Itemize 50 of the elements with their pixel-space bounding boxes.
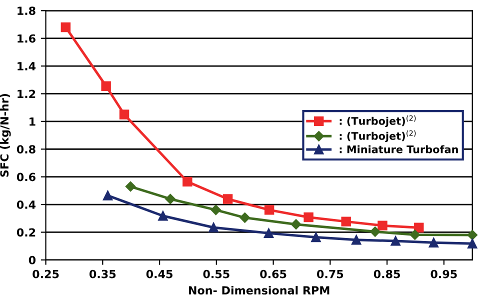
y-axis-title: SFC (kg/N-hr): [0, 94, 11, 177]
point: [60, 22, 71, 32]
point: [101, 81, 111, 91]
point: [390, 236, 400, 246]
point: [311, 232, 321, 242]
point: [428, 238, 439, 248]
x-tick-label: 0.65: [260, 270, 286, 278]
point: [264, 205, 274, 215]
point: [414, 222, 424, 233]
y-tick-label: 0.4: [16, 200, 36, 209]
legend-label: : Miniature Turbofan: [340, 145, 458, 154]
point: [304, 212, 314, 222]
point: [370, 226, 380, 237]
point: [341, 216, 351, 226]
point: [468, 238, 478, 248]
point: [222, 194, 233, 204]
point: [240, 212, 250, 223]
y-tick-label: 0.2: [16, 228, 36, 237]
point: [165, 194, 176, 204]
point: [210, 204, 221, 216]
x-tick-label: 0.45: [146, 270, 172, 278]
y-tick-label: 0.8: [16, 145, 36, 154]
y-tick-label: 1.6: [18, 34, 36, 43]
point: [290, 219, 302, 230]
x-tick-label: 0.75: [316, 270, 344, 278]
point: [119, 110, 130, 120]
point: [158, 211, 168, 221]
point: [378, 220, 388, 230]
point: [264, 228, 274, 238]
point: [410, 230, 420, 240]
legend-label: : (Turbojet)$^{(2)}$: [340, 115, 416, 128]
point: [102, 190, 113, 200]
x-tick-label: 0.85: [374, 270, 400, 278]
y-tick-label: 0: [28, 256, 36, 264]
y-tick-label: 1.2: [18, 90, 36, 98]
x-axis-title: Non- Dimensional RPM: [188, 286, 330, 295]
x-tick-label: 0.35: [89, 270, 116, 278]
x-tick-label: 0.55: [203, 270, 230, 278]
point: [467, 230, 478, 240]
y-tick-label: 1.8: [18, 6, 36, 16]
x-tick-label: 0.25: [32, 270, 59, 278]
y-tick-label: 0.6: [16, 172, 36, 182]
point: [182, 176, 192, 187]
point: [208, 222, 218, 232]
point: [351, 234, 362, 245]
y-tick-label: 1.4: [18, 62, 36, 70]
point: [125, 181, 136, 192]
legend-label: : (Turbojet)$^{(2)}$: [340, 130, 416, 142]
x-tick-label: 0.95: [430, 270, 457, 278]
y-tick-label: 1: [30, 118, 36, 126]
